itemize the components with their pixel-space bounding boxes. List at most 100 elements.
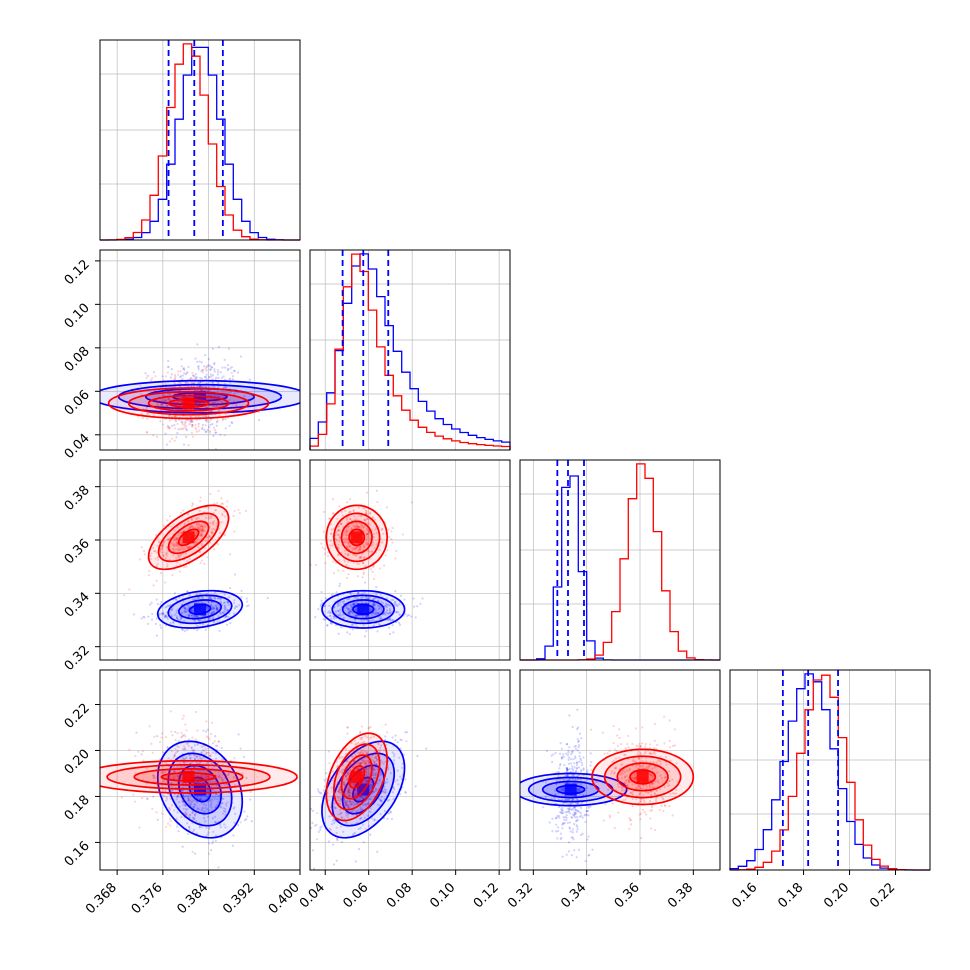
scatter-point: [354, 614, 357, 618]
scatter-point: [567, 758, 570, 761]
scatter-point: [232, 834, 235, 837]
scatter-point: [354, 602, 357, 605]
scatter-point: [173, 382, 176, 385]
scatter-point: [214, 839, 217, 843]
scatter-point: [211, 381, 214, 384]
scatter-point: [205, 592, 208, 595]
scatter-point: [166, 365, 169, 368]
scatter-point: [205, 373, 208, 376]
scatter-point: [216, 795, 219, 798]
scatter-point: [197, 527, 200, 530]
scatter-point: [208, 389, 212, 393]
scatter-point: [198, 826, 201, 829]
scatter-point: [354, 548, 357, 551]
scatter-point: [152, 774, 155, 777]
scatter-point: [182, 443, 186, 446]
scatter-point: [345, 563, 348, 566]
scatter-point: [202, 816, 206, 820]
scatter-point: [182, 714, 185, 717]
scatter-point: [208, 364, 212, 367]
scatter-point: [359, 730, 362, 733]
scatter-point: [209, 514, 213, 518]
scatter-point: [220, 502, 224, 505]
scatter-point: [174, 752, 177, 755]
scatter-point: [200, 542, 203, 546]
scatter-point: [173, 374, 177, 377]
scatter-point: [186, 546, 189, 549]
scatter-point: [185, 371, 188, 375]
scatter-point: [206, 607, 209, 610]
scatter-point: [395, 549, 398, 552]
scatter-point: [195, 523, 198, 526]
scatter-point: [337, 553, 340, 557]
scatter-point: [388, 618, 392, 621]
scatter-point: [182, 600, 185, 603]
scatter-point: [178, 770, 181, 773]
scatter-point: [193, 813, 196, 816]
scatter-point: [358, 546, 361, 549]
scatter-point: [186, 822, 189, 825]
scatter-point: [212, 527, 215, 530]
scatter-point: [398, 623, 402, 627]
scatter-point: [385, 609, 389, 612]
scatter-point: [211, 606, 215, 609]
scatter-point: [232, 807, 235, 810]
scatter-point: [197, 797, 201, 801]
scatter-point: [222, 375, 225, 378]
scatter-point: [348, 800, 351, 803]
scatter-point: [201, 525, 204, 528]
scatter-point: [208, 826, 211, 829]
scatter-point: [190, 517, 193, 521]
scatter-point: [168, 398, 171, 401]
scatter-point: [337, 632, 340, 635]
scatter-point: [210, 806, 213, 809]
scatter-point: [367, 802, 370, 805]
scatter-point: [384, 611, 388, 614]
scatter-point: [559, 832, 563, 835]
scatter-point: [571, 765, 574, 768]
scatter-point: [172, 769, 175, 773]
scatter-point: [223, 510, 226, 513]
scatter-point: [234, 812, 237, 815]
scatter-point: [156, 766, 159, 769]
scatter-point: [164, 432, 167, 435]
scatter-point: [168, 392, 172, 395]
scatter-point: [166, 519, 169, 522]
scatter-point: [373, 546, 376, 550]
scatter-point: [207, 364, 210, 367]
scatter-point: [562, 755, 565, 758]
scatter-point: [366, 522, 369, 525]
scatter-point: [214, 604, 217, 607]
scatter-point: [193, 803, 196, 806]
scatter-point: [224, 810, 227, 813]
scatter-point: [374, 776, 377, 779]
scatter-point: [346, 553, 350, 557]
scatter-point: [230, 420, 233, 424]
scatter-point: [164, 736, 167, 739]
scatter-point: [342, 616, 345, 619]
scatter-point: [198, 528, 202, 531]
scatter-point: [148, 725, 151, 728]
scatter-point: [190, 614, 194, 617]
scatter-point: [173, 545, 176, 548]
scatter-point: [320, 599, 323, 602]
scatter-point: [197, 364, 200, 368]
scatter-point: [387, 528, 390, 531]
scatter-point: [363, 591, 366, 594]
scatter-point: [169, 797, 172, 801]
scatter-point: [587, 835, 590, 838]
scatter-point: [575, 830, 579, 833]
scatter-point: [160, 626, 163, 629]
scatter-point: [365, 541, 368, 544]
scatter-point: [212, 520, 215, 523]
scatter-point: [347, 573, 350, 576]
scatter-point: [212, 617, 215, 620]
scatter-point: [219, 433, 222, 436]
scatter-point: [212, 611, 215, 614]
scatter-point: [364, 768, 367, 771]
scatter-point: [380, 744, 383, 747]
scatter-point: [181, 793, 185, 796]
scatter-point: [211, 795, 215, 798]
scatter-point: [198, 529, 201, 532]
scatter-point: [180, 400, 183, 404]
